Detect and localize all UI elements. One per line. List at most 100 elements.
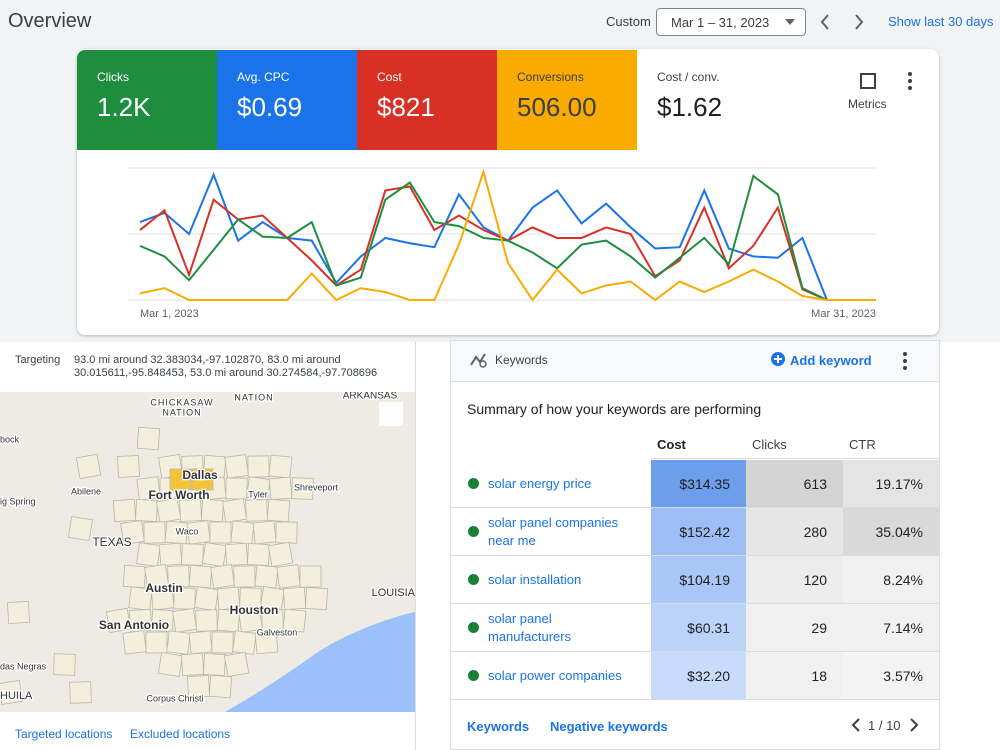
overview-section: Overview Custom Mar 1 – 31, 2023 Show la… <box>0 0 1000 342</box>
map-label: Waco <box>176 526 199 536</box>
county <box>67 516 93 542</box>
metrics-button[interactable]: Metrics <box>848 97 887 111</box>
county <box>180 652 205 677</box>
row-divider <box>451 508 939 556</box>
row-divider <box>451 604 939 652</box>
metric-value: $821 <box>377 92 435 122</box>
metric-label: Cost / conv. <box>657 70 720 84</box>
prev-page[interactable] <box>851 718 861 732</box>
keywords-tab[interactable]: Negative keywords <box>550 719 668 734</box>
county <box>173 587 196 610</box>
map-label: TEXAS <box>92 535 131 549</box>
county <box>245 499 268 522</box>
county <box>188 630 213 655</box>
county <box>224 454 249 479</box>
metric-label: Cost <box>377 70 402 84</box>
county <box>201 542 227 568</box>
keyword-link[interactable]: solar panel companies near me <box>488 514 619 548</box>
county <box>247 455 270 478</box>
x-tick-label: Mar 1, 2023 <box>140 308 199 320</box>
date-range: Mar 1 – 31, 2023 <box>671 15 770 30</box>
county <box>181 543 204 566</box>
status-dot <box>468 622 479 633</box>
county <box>136 542 161 567</box>
status-dot <box>468 670 479 681</box>
county <box>135 499 158 522</box>
county <box>268 454 293 479</box>
county <box>122 630 147 655</box>
county <box>188 564 213 589</box>
prev-button[interactable] <box>820 14 829 30</box>
county <box>53 653 76 676</box>
county <box>117 455 140 478</box>
county <box>186 520 211 545</box>
county <box>254 630 279 655</box>
map-label: das Negras <box>0 661 47 671</box>
county <box>179 499 202 522</box>
fullscreen-button[interactable] <box>379 402 403 426</box>
county <box>252 520 277 545</box>
county <box>7 601 30 624</box>
column-header[interactable]: Cost <box>651 431 746 459</box>
county <box>224 542 249 567</box>
county <box>167 565 190 588</box>
county <box>247 543 270 566</box>
locations-panel: Targeting 93.0 mi around 32.383034,-97.1… <box>0 342 416 750</box>
map-label: Galveston <box>257 627 298 637</box>
county <box>209 521 232 544</box>
county <box>266 498 291 523</box>
county <box>69 681 92 704</box>
metric-value: $0.69 <box>237 92 303 122</box>
county <box>105 607 132 634</box>
metric-label: Avg. CPC <box>237 70 290 84</box>
county <box>157 652 183 678</box>
next-page[interactable] <box>909 718 919 732</box>
county <box>128 586 153 611</box>
row-divider <box>451 460 939 508</box>
county <box>0 679 24 705</box>
column-header[interactable]: Clicks <box>746 431 843 459</box>
county <box>136 426 161 451</box>
map-label: Tyler <box>248 489 268 499</box>
county <box>187 675 210 698</box>
keyword-link[interactable]: solar power companies <box>488 667 622 683</box>
series-line <box>139 185 876 301</box>
show-last-link[interactable]: Show last 30 days <box>888 14 994 29</box>
county <box>194 586 219 611</box>
map-label: Fort Worth <box>148 488 209 502</box>
keywords-tab[interactable]: Keywords <box>467 719 530 734</box>
map-label: NATION <box>234 392 273 402</box>
keyword-link[interactable]: solar panel manufacturers <box>488 610 572 644</box>
county <box>222 497 248 523</box>
county <box>150 608 175 633</box>
metric-cell: $152.42 <box>651 508 746 555</box>
location-tab[interactable]: Excluded locations <box>130 727 231 741</box>
pagination: 1 / 10 <box>868 718 901 733</box>
metric-cell: $32.20 <box>651 652 746 699</box>
status-dot <box>468 478 479 489</box>
metric-label: Clicks <box>97 70 129 84</box>
next-button[interactable] <box>855 14 864 30</box>
more-menu[interactable] <box>902 351 908 371</box>
x-tick-label: Mar 31, 2023 <box>811 308 876 320</box>
date-picker[interactable]: Mar 1 – 31, 2023 <box>656 8 806 36</box>
keyword-link[interactable]: solar energy price <box>488 475 592 491</box>
keyword-link[interactable]: solar installation <box>488 571 582 587</box>
column-header[interactable]: CTR <box>843 431 939 459</box>
map-label: LOUISIA <box>372 587 415 599</box>
metric-cell: $60.31 <box>651 604 746 651</box>
targeting-label: Targeting <box>15 354 61 366</box>
add-keyword[interactable]: Add keyword <box>790 353 872 368</box>
dropdown-icon <box>785 19 795 25</box>
metrics-icon[interactable] <box>860 73 876 89</box>
location-tab[interactable]: Targeted locations <box>15 727 113 741</box>
summary-title: Summary of how your keywords are perform… <box>467 401 762 417</box>
metric-cell: $314.35 <box>651 460 746 507</box>
map-label: Houston <box>230 603 279 617</box>
metric-cell: 120 <box>746 556 843 603</box>
metric-cell: 8.24% <box>843 556 939 603</box>
metric-card: Avg. CPC $0.69 <box>217 50 357 150</box>
map-label: HUILA <box>0 690 33 702</box>
